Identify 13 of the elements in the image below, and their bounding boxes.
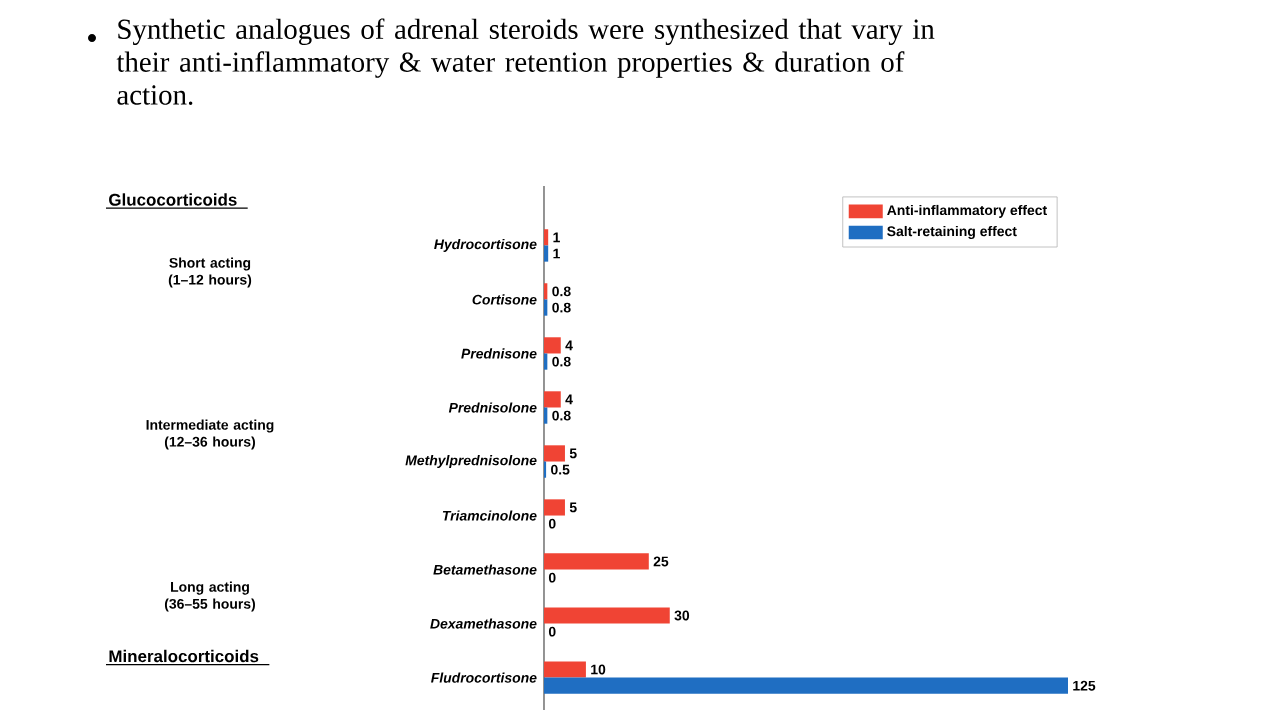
bar xyxy=(543,391,561,408)
text: Mineralocorticoids xyxy=(109,649,259,663)
bar xyxy=(543,445,565,462)
bar xyxy=(543,661,586,678)
bar xyxy=(543,607,670,624)
chart-title: Synthetic analogues of adrenal steroids were synthesized that vary in their anti-inflammatory & water retention properties & duration of action. xyxy=(116,18,935,105)
bar xyxy=(543,245,549,262)
bar xyxy=(543,229,549,246)
text: Glucocorticoids xyxy=(109,193,237,206)
bar xyxy=(543,499,565,516)
bar xyxy=(543,337,561,354)
bar xyxy=(543,553,649,570)
bar xyxy=(543,677,1068,694)
